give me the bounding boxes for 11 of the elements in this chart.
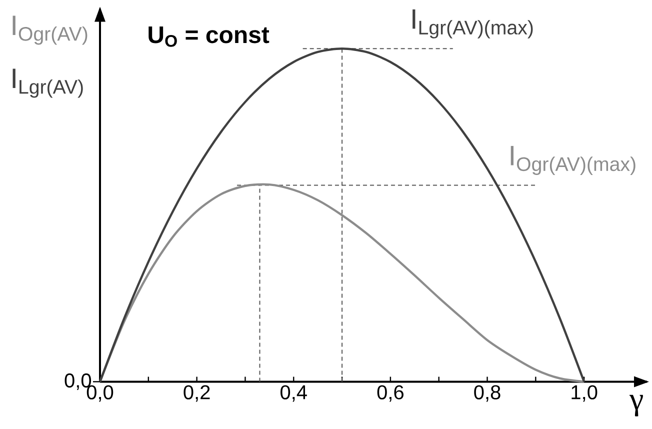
x-tick-label: 1,0 — [572, 385, 598, 402]
x-tick-label: 0,2 — [184, 385, 210, 402]
text: I$_{Lgr(AV)}$ — [12, 68, 83, 98]
ref-line-label: I$_{Ogr(AV)(max)}$ — [510, 146, 636, 175]
x-tick-label: 0,4 — [280, 385, 307, 402]
x-tick-label: 0,6 — [377, 385, 404, 402]
x-axis-title: γ — [630, 394, 643, 416]
text: I$_{Ogr(AV)}$ — [12, 16, 88, 45]
ref-line-label: I$_{Lgr(AV)(max)}$ — [412, 9, 533, 38]
x-tick-label: 0,8 — [474, 385, 500, 402]
chart-title: U$_{O}$ = const — [148, 26, 270, 47]
